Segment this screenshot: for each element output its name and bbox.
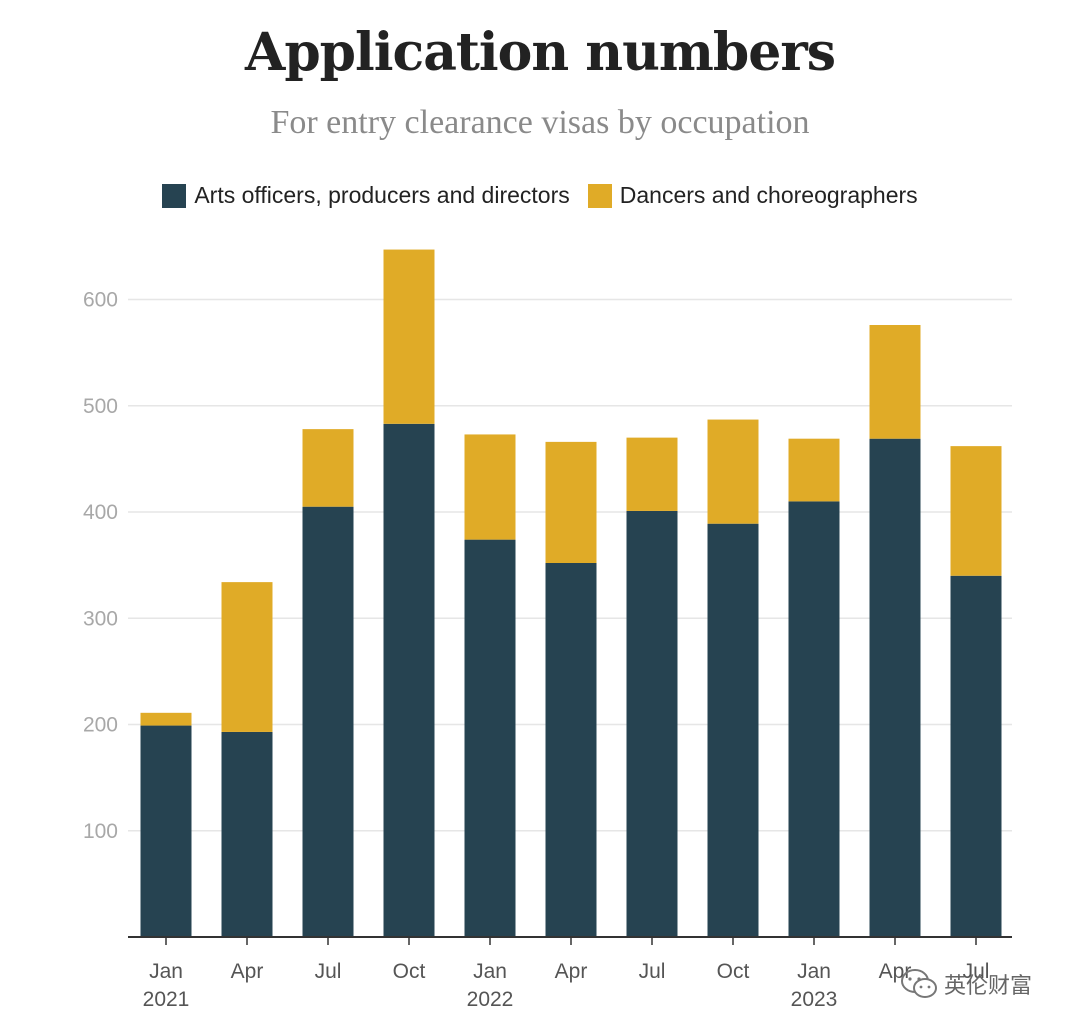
bar-arts bbox=[707, 523, 759, 937]
bar-dancers bbox=[140, 712, 192, 726]
bar-dancers bbox=[626, 437, 678, 511]
bar-dancers bbox=[788, 438, 840, 502]
x-tick-label-year: 2021 bbox=[143, 988, 190, 1011]
legend-label-arts: Arts officers, producers and directors bbox=[194, 182, 570, 208]
y-tick-label: 200 bbox=[83, 714, 118, 737]
x-tick-label-month: Jul bbox=[639, 960, 666, 983]
x-tick-label-month: Jul bbox=[963, 960, 990, 983]
y-tick-label: 100 bbox=[83, 820, 118, 843]
x-tick-label-month: Oct bbox=[393, 960, 426, 983]
x-tick-label-month: Jan bbox=[797, 960, 831, 983]
watermark: 英伦财富 bbox=[900, 968, 1032, 1000]
bar-arts bbox=[140, 725, 192, 937]
watermark-text: 英伦财富 bbox=[944, 974, 1033, 999]
y-tick-label: 400 bbox=[83, 501, 118, 524]
bar-arts bbox=[626, 510, 678, 937]
bar-arts bbox=[788, 501, 840, 937]
x-tick-label-year: 2023 bbox=[791, 988, 838, 1011]
bar-arts bbox=[383, 423, 435, 937]
bar-dancers bbox=[869, 325, 921, 439]
bar-arts bbox=[545, 563, 597, 937]
x-tick-label-month: Jul bbox=[315, 960, 342, 983]
wechat-icon bbox=[901, 969, 937, 998]
legend-item-dancers: Dancers and choreographers bbox=[587, 182, 918, 209]
x-tick-label-month: Apr bbox=[231, 960, 264, 983]
y-tick-label: 600 bbox=[83, 289, 118, 312]
chart-subtitle: For entry clearance visas by occupation bbox=[270, 104, 810, 141]
legend: Arts officers, producers and directors D… bbox=[0, 182, 1080, 209]
bar-arts bbox=[464, 539, 516, 937]
x-tick-label-month: Jan bbox=[149, 960, 183, 983]
legend-label-dancers: Dancers and choreographers bbox=[619, 182, 918, 208]
bars bbox=[140, 249, 1002, 937]
bar-arts bbox=[950, 575, 1002, 937]
bar-dancers bbox=[302, 429, 354, 507]
x-tick-label-month: Oct bbox=[717, 960, 750, 983]
bar-arts bbox=[221, 731, 273, 937]
bar-dancers bbox=[707, 419, 759, 524]
bar-dancers bbox=[221, 582, 273, 732]
bar-arts bbox=[302, 506, 354, 937]
legend-item-arts: Arts officers, producers and directors bbox=[162, 182, 570, 209]
chart-title: Application numbers bbox=[244, 22, 836, 83]
gridlines: 100 200 300 400 500 600 bbox=[83, 289, 1012, 843]
bar-dancers bbox=[545, 441, 597, 563]
y-tick-label: 500 bbox=[83, 395, 118, 418]
legend-swatch-arts bbox=[162, 183, 187, 208]
x-tick-label-month: Apr bbox=[555, 960, 588, 983]
x-tick-label-year: 2022 bbox=[467, 988, 514, 1011]
legend-swatch-dancers bbox=[587, 183, 612, 208]
bar-dancers bbox=[383, 249, 435, 424]
bar-dancers bbox=[950, 446, 1002, 576]
x-tick-label-month: Jan bbox=[473, 960, 507, 983]
y-tick-label: 300 bbox=[83, 607, 118, 630]
bar-dancers bbox=[464, 434, 516, 540]
bar-arts bbox=[869, 438, 921, 937]
